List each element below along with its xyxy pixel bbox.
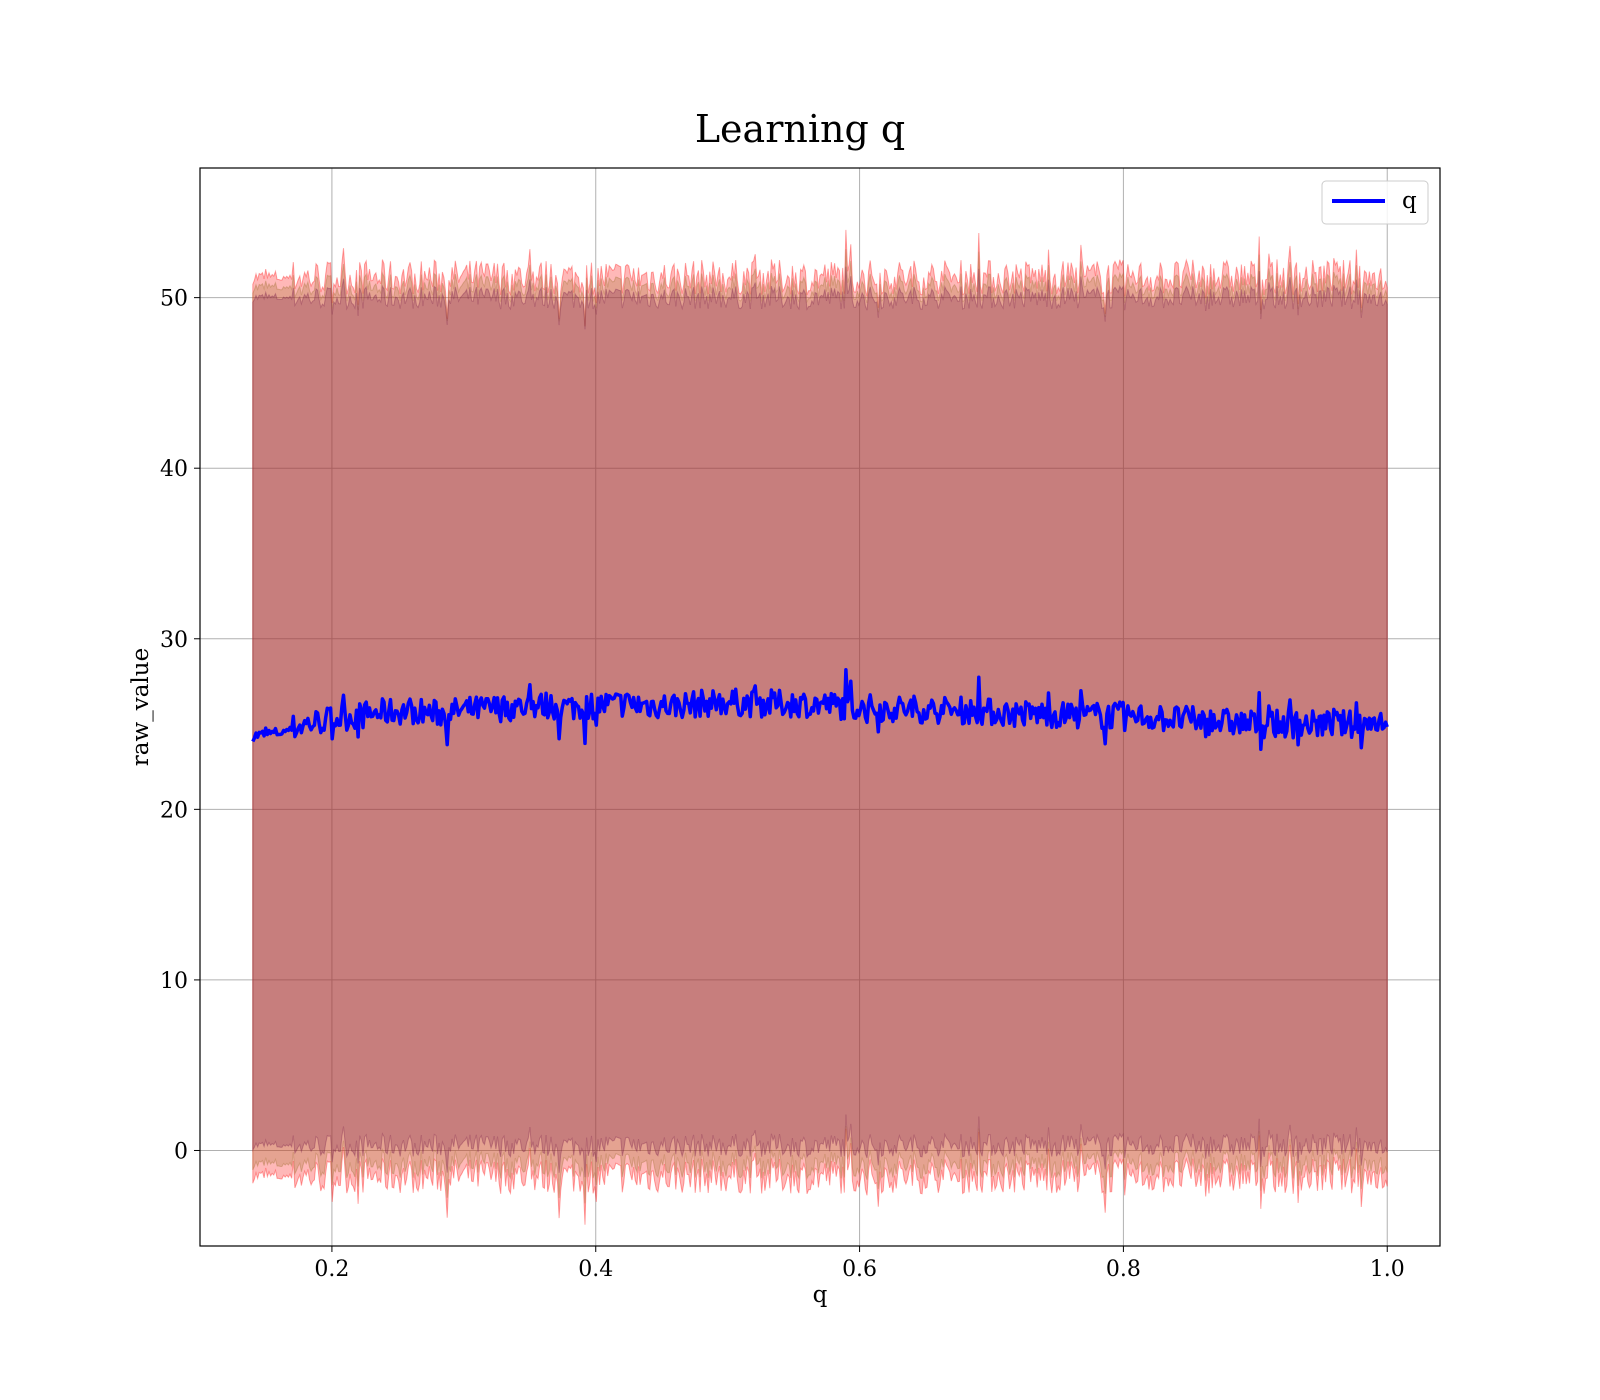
- x-tick-label: 0.6: [842, 1257, 877, 1282]
- y-axis-ticks: 0 10 20 30 40 50: [160, 287, 200, 1164]
- y-tick-label: 20: [160, 798, 188, 823]
- band-middle: [252, 249, 1388, 1204]
- band-inner: [252, 266, 1388, 1178]
- confidence-bands: [252, 229, 1388, 1225]
- plot-frame: [199, 167, 1441, 1247]
- x-tick-label: 0.2: [314, 1257, 349, 1282]
- x-axis-label: q: [813, 1282, 828, 1308]
- y-axis-label: raw_value: [128, 648, 154, 766]
- grid: [200, 168, 1440, 1246]
- legend-label: q: [1402, 188, 1417, 214]
- band-outer: [252, 229, 1388, 1225]
- y-tick-label: 10: [160, 969, 188, 994]
- legend: q: [1321, 180, 1429, 225]
- chart-title: Learning q: [695, 107, 905, 151]
- y-tick-label: 50: [160, 287, 188, 312]
- series-lines: [251, 668, 1389, 752]
- y-tick-label: 40: [160, 457, 188, 482]
- x-tick-label: 0.8: [1106, 1257, 1141, 1282]
- y-tick-label: 30: [160, 628, 188, 653]
- series-line-q: [251, 668, 1389, 752]
- x-tick-label: 0.4: [578, 1257, 613, 1282]
- x-axis-ticks: 0.2 0.4 0.6 0.8 1.0: [314, 1246, 1405, 1282]
- x-tick-label: 1.0: [1370, 1257, 1405, 1282]
- y-tick-label: 0: [174, 1139, 188, 1164]
